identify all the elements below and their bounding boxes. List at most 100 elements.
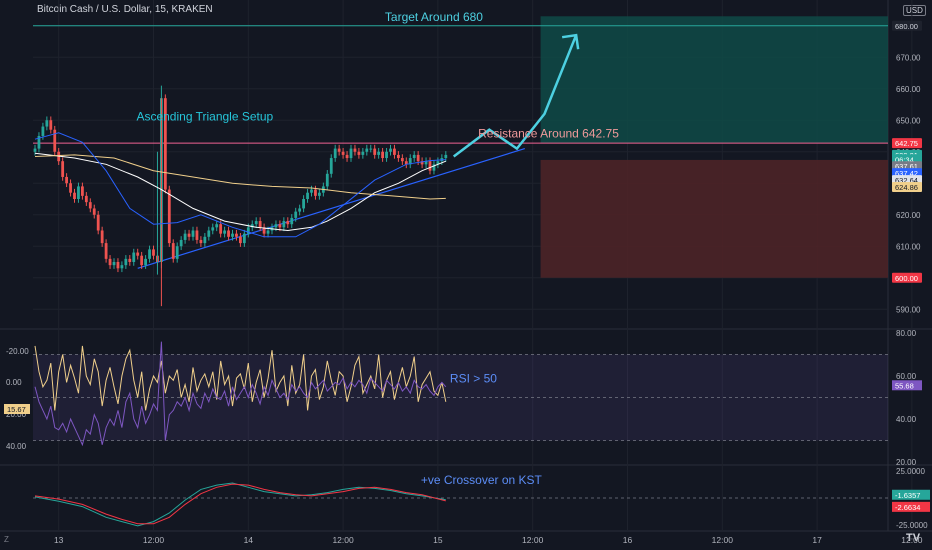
rsi-line — [34, 341, 447, 447]
rsi-left-value-badge — [4, 404, 30, 414]
candle — [310, 189, 313, 193]
candle — [136, 252, 140, 256]
candle — [246, 227, 250, 234]
candle — [242, 233, 246, 244]
candle — [239, 236, 242, 244]
candle — [77, 186, 80, 199]
price-tick-label: 610.00 — [896, 242, 921, 251]
chart-annotation: Resistance Around 642.75 — [478, 127, 619, 141]
chart-annotation: Ascending Triangle Setup — [136, 109, 273, 123]
price-tick-label: 590.00 — [896, 305, 921, 314]
candle — [45, 120, 49, 127]
candle — [100, 230, 104, 244]
candle — [416, 154, 420, 162]
candle — [302, 199, 305, 209]
price-scale-badge — [892, 138, 922, 149]
candle — [337, 148, 341, 152]
candle — [88, 202, 92, 209]
rsi-left-tick-label: 40.00 — [6, 442, 27, 451]
price-scale-label: 06:34 — [895, 155, 914, 164]
risk-zone — [540, 159, 888, 278]
rsi-left-tick-label: -20.00 — [6, 347, 29, 356]
price-tick-label: 670.00 — [896, 53, 921, 62]
price-tick-label: 620.00 — [896, 211, 921, 220]
chart-annotation: Target Around 680 — [385, 10, 483, 24]
candle — [278, 224, 282, 228]
candle — [163, 98, 167, 190]
rsi-annotation: RSI > 50 — [450, 371, 497, 385]
candle — [231, 233, 234, 237]
x-tick-label: 17 — [812, 535, 822, 545]
profit-zone — [540, 16, 888, 144]
x-tick-label: 14 — [244, 535, 254, 545]
tradingview-logo-icon[interactable]: TV — [906, 532, 921, 544]
price-scale-label: 637.42 — [895, 169, 918, 178]
x-tick-label: 15 — [433, 535, 443, 545]
price-scale-label: 637.61 — [895, 162, 918, 171]
candle — [436, 161, 440, 165]
x-tick-label: 12:00 — [522, 535, 544, 545]
x-tick-label: 13 — [54, 535, 64, 545]
kst-value-badge — [892, 501, 930, 512]
moving-average-line — [34, 132, 446, 238]
candle — [282, 221, 286, 228]
candle — [116, 262, 120, 269]
timezone-icon[interactable]: Z — [4, 535, 9, 544]
candle — [424, 161, 428, 165]
candle — [120, 265, 124, 269]
candle — [294, 211, 298, 218]
candle — [235, 233, 238, 237]
kst-value-label: -1.6357 — [895, 491, 920, 500]
candle — [175, 246, 179, 259]
support-trendline — [137, 148, 525, 269]
rsi-left-tick-label: 0.00 — [6, 378, 22, 387]
candle — [400, 158, 404, 162]
candle — [187, 233, 191, 237]
candle — [140, 255, 144, 266]
candle — [92, 208, 96, 215]
candle — [199, 239, 203, 244]
candle — [191, 230, 195, 237]
candle — [179, 239, 183, 247]
rsi-tick-label: 80.00 — [896, 329, 917, 338]
candle — [167, 189, 171, 244]
currency-badge[interactable]: USD — [903, 5, 926, 16]
price-scale-label: 680.00 — [895, 22, 918, 31]
candle — [408, 158, 412, 165]
candle — [207, 230, 211, 237]
symbol-title: Bitcoin Cash / U.S. Dollar, 15, KRAKEN — [37, 4, 213, 15]
candle — [96, 214, 100, 231]
candle — [412, 154, 416, 159]
candle — [290, 217, 294, 225]
candle — [266, 230, 270, 234]
kst-annotation: +ve Crossover on KST — [421, 473, 543, 487]
candle — [397, 154, 400, 159]
candle — [274, 224, 278, 228]
moving-average-line — [34, 154, 446, 200]
candle — [49, 120, 53, 130]
candle — [365, 148, 369, 152]
rsi-tick-label: 40.00 — [896, 415, 917, 424]
candle — [404, 161, 408, 165]
candle — [428, 161, 432, 171]
candle — [262, 227, 266, 234]
candle — [84, 195, 88, 203]
candle — [357, 151, 361, 155]
candle — [361, 151, 365, 155]
candle — [314, 189, 317, 196]
candle — [73, 192, 76, 199]
candle — [298, 208, 302, 212]
candle — [124, 258, 128, 266]
rsi-tick-label: 20.00 — [896, 458, 917, 467]
candle — [219, 224, 223, 234]
candle — [33, 148, 37, 152]
candle — [385, 151, 388, 159]
price-scale-label: 632.64 — [895, 176, 918, 185]
candle — [81, 186, 84, 196]
candle — [393, 148, 396, 155]
candle — [223, 230, 226, 234]
price-scale-label: 642.75 — [895, 139, 918, 148]
rsi-value-label: 55.68 — [895, 381, 914, 390]
candle — [211, 227, 215, 231]
